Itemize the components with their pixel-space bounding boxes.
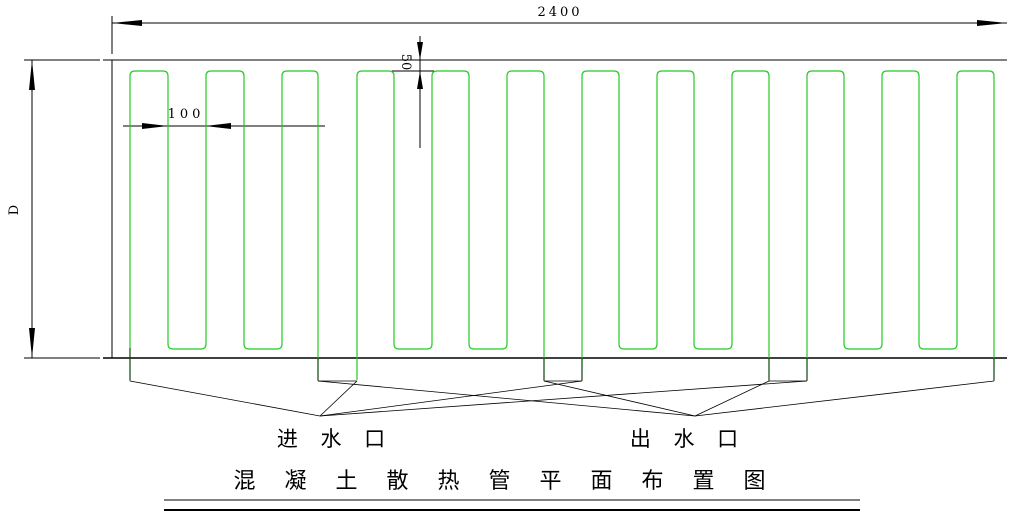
slab-outline bbox=[24, 59, 1007, 359]
offset-dimension: 50 bbox=[392, 36, 434, 148]
pipe-loop-4 bbox=[806, 70, 995, 380]
spacing-dimension: 100 bbox=[123, 107, 325, 129]
offset-dimension-text: 50 bbox=[398, 54, 413, 71]
pipe-loop-3 bbox=[581, 70, 770, 380]
cooling-pipe bbox=[129, 70, 995, 380]
drawing-title: 混 凝 土 散 热 管 平 面 布 置 图 bbox=[234, 469, 777, 494]
depth-dimension: D bbox=[7, 60, 35, 358]
leader-lines bbox=[129, 348, 995, 417]
outlet-label: 出 水 口 bbox=[630, 427, 746, 451]
width-dimension: 2400 bbox=[111, 5, 1007, 54]
depth-dimension-text: D bbox=[7, 205, 22, 215]
width-dimension-text: 2400 bbox=[537, 5, 582, 20]
pipe-loop-1 bbox=[129, 70, 319, 380]
inlet-label: 进 水 口 bbox=[277, 427, 393, 451]
pipe-loop-2 bbox=[356, 70, 545, 380]
spacing-dimension-text: 100 bbox=[168, 107, 205, 122]
